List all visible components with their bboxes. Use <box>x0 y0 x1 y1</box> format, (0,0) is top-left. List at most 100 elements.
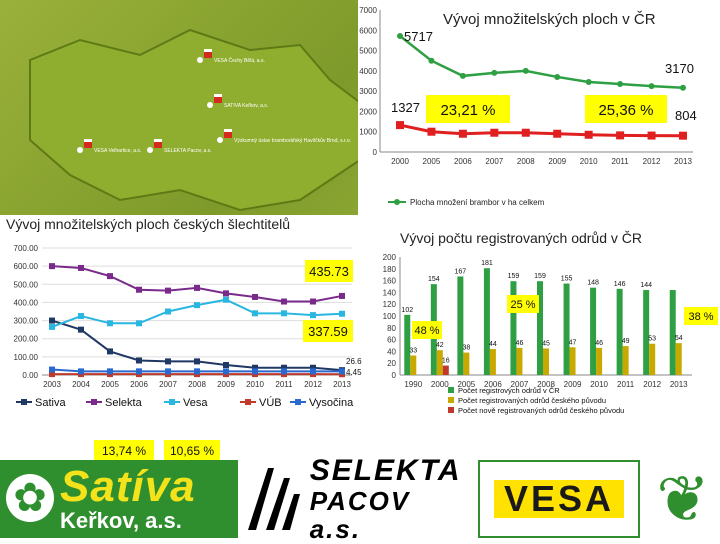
data-point <box>459 130 467 138</box>
data-point <box>223 362 229 368</box>
data-point <box>223 368 229 374</box>
annotation-label: 3170 <box>665 61 694 76</box>
x-tick-label: 2005 <box>423 157 441 166</box>
data-point <box>281 368 287 374</box>
selekta-logo-sub: PACOV a.s. <box>310 487 470 543</box>
y-tick-label: 1000 <box>359 128 377 137</box>
data-point <box>49 318 55 324</box>
data-point <box>78 313 84 319</box>
data-point <box>252 310 258 316</box>
bar <box>463 353 469 375</box>
legend-marker <box>394 199 400 205</box>
data-point <box>165 309 171 315</box>
map-label: SELEKTA Pacov, a.s. <box>164 148 212 154</box>
legend-marker <box>21 399 27 405</box>
x-tick-label: 2008 <box>517 157 535 166</box>
data-label: 167 <box>455 268 467 275</box>
map-label: VESA Čechy Bělá, a.s. <box>214 57 265 64</box>
data-point <box>396 121 404 129</box>
x-tick-label: 2000 <box>391 157 409 166</box>
vesa-logo: VESA <box>478 460 640 538</box>
x-tick-label: 2009 <box>548 157 566 166</box>
chart-title: Vývoj množitelských ploch českých šlecht… <box>6 216 290 232</box>
data-point <box>194 368 200 374</box>
data-point <box>136 368 142 374</box>
selekta-mark-icon <box>244 464 302 534</box>
data-point <box>339 293 345 299</box>
y-tick-label: 0 <box>373 148 378 157</box>
y-tick-label: 0.00 <box>22 371 38 380</box>
bar <box>410 356 416 375</box>
y-tick-label: 3000 <box>359 87 377 96</box>
bar <box>457 276 463 375</box>
annotation-label: 435.73 <box>309 264 349 279</box>
bar <box>490 349 496 375</box>
data-label: 154 <box>428 276 440 283</box>
y-tick-label: 4000 <box>359 67 377 76</box>
flag-icon <box>224 132 232 138</box>
legend-label: Vesa <box>183 397 208 409</box>
x-tick-label: 2003 <box>43 380 61 389</box>
series-line <box>400 125 683 136</box>
x-tick-label: 2010 <box>580 157 598 166</box>
x-tick-label: 2006 <box>454 157 472 166</box>
x-tick-label: 2005 <box>101 380 119 389</box>
data-label: 42 <box>436 342 444 349</box>
data-point <box>252 294 258 300</box>
data-point <box>490 129 498 137</box>
y-tick-label: 80 <box>387 324 396 333</box>
legend-label: Počet registrových odrůd v ČR <box>458 386 560 395</box>
annotation-label: 5717 <box>404 29 433 44</box>
x-tick-label: 2006 <box>130 380 148 389</box>
annotation-label: 337.59 <box>308 324 348 339</box>
data-point <box>281 299 287 305</box>
x-tick-label: 2012 <box>304 380 322 389</box>
legend-label: Selekta <box>105 397 143 409</box>
bar <box>623 346 629 375</box>
flag-icon <box>214 97 222 103</box>
data-label: 53 <box>648 336 656 343</box>
flag-icon <box>214 94 222 97</box>
data-point <box>491 70 497 76</box>
flag-icon <box>154 142 162 148</box>
map-marker <box>217 137 223 143</box>
y-tick-label: 500.00 <box>14 280 39 289</box>
x-tick-label: 2013 <box>674 157 692 166</box>
x-tick-label: 2007 <box>485 157 503 166</box>
legend-marker <box>448 407 454 413</box>
y-tick-label: 0 <box>392 371 397 380</box>
data-point <box>49 367 55 373</box>
sativa-logo-sub: Keřkov, a.s. <box>60 509 182 533</box>
y-tick-label: 140 <box>383 288 397 297</box>
selekta-logo-brand: SELEKTA <box>310 455 470 487</box>
selekta-logo: SELEKTA PACOV a.s. <box>244 460 470 538</box>
y-tick-label: 600.00 <box>14 262 39 271</box>
data-point <box>252 368 258 374</box>
czech-map: VESA Čechy Bělá, a.s.SATIVA Keřkov, a.s.… <box>0 0 380 220</box>
bar <box>670 290 676 375</box>
legend-marker <box>448 397 454 403</box>
series-line <box>400 36 683 88</box>
sativa-logo-brand: Satíva <box>60 465 196 509</box>
x-tick-label: 2000 <box>431 380 449 389</box>
data-point <box>428 58 434 64</box>
map-label: Výzkumný ústav bramborářský Havlíčkův Br… <box>234 137 351 144</box>
chart-odrudy: Vývoj počtu registrovaných odrůd v ČR020… <box>362 215 720 460</box>
data-label: 33 <box>409 348 417 355</box>
annotation-label: 38 % <box>688 311 713 323</box>
annotation-label: 10,65 % <box>170 444 214 458</box>
data-point <box>397 33 403 39</box>
data-point <box>679 132 687 140</box>
x-tick-label: 2011 <box>612 157 630 166</box>
flag-icon <box>204 52 212 58</box>
y-tick-label: 20 <box>387 359 396 368</box>
x-tick-label: 2010 <box>246 380 264 389</box>
legend-label: Plocha množení brambor v ha celkem <box>410 198 545 207</box>
annotation-label: 48 % <box>414 325 439 337</box>
data-label: 46 <box>595 340 603 347</box>
y-tick-label: 6000 <box>359 26 377 35</box>
x-tick-label: 2012 <box>643 157 661 166</box>
annotation-label: 26.65 <box>346 357 362 366</box>
y-tick-label: 40 <box>387 347 396 356</box>
